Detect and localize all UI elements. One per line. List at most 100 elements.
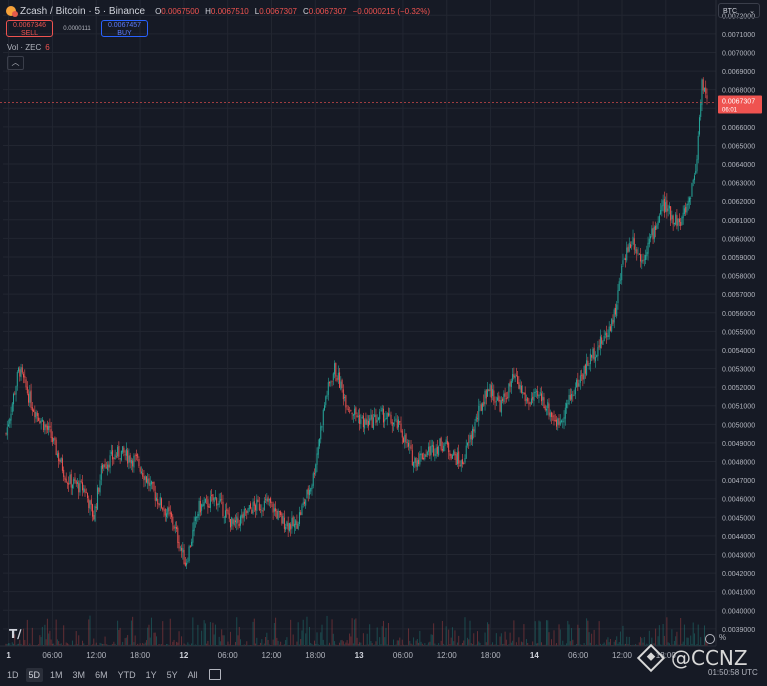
volume-bar [540,642,542,646]
volume-bar [405,644,407,646]
volume-bar [473,633,475,646]
candle-body [237,518,239,523]
timeframe-6m[interactable]: 6M [95,669,108,680]
volume-bar [238,627,240,646]
candle-body [108,464,110,468]
candle-body [103,464,105,468]
volume-bar [461,643,463,646]
candle-body [663,198,665,213]
candle-body [652,227,654,240]
candle-body [164,508,166,516]
timeframe-ytd[interactable]: YTD [117,669,136,680]
candle-body [26,386,28,394]
candle-body [594,356,596,362]
timeframe-all[interactable]: All [187,669,198,680]
candle-body [622,260,624,265]
candle-body [557,418,559,425]
candle-body [326,394,328,397]
candle-body [400,423,402,432]
candle-body [420,453,422,456]
volume-bar [153,632,155,646]
price-tick-label: 0.0053000 [722,367,755,374]
candle-body [642,260,644,262]
gear-icon[interactable] [705,634,715,644]
candle-body [305,499,307,506]
volume-bar [76,644,78,646]
volume-bar [23,628,25,646]
timeframe-1y[interactable]: 1Y [145,669,157,680]
candle-body [223,517,225,519]
volume-bar [566,643,568,646]
volume-bar [366,633,368,646]
calendar-icon[interactable] [208,669,221,680]
volume-bar [18,643,20,646]
volume-bar [248,644,250,646]
candle-body [275,508,277,512]
volume-bar [375,641,377,646]
volume-bar [554,644,556,646]
candle-body [497,397,499,401]
percent-scale-toggle[interactable]: % [719,633,727,642]
volume-bar [658,625,660,646]
timeframe-1d[interactable]: 1D [7,669,19,680]
volume-bar [456,642,458,646]
volume-bar [416,638,418,646]
candle-body [257,499,259,502]
volume-bar [26,619,28,646]
symbol-title[interactable]: Zcash / Bitcoin · 5 · Binance [20,5,146,17]
volume-bar [420,641,422,646]
volume-bar [512,640,514,646]
candle-body [63,469,65,477]
volume-bar [25,644,27,646]
candle-body [548,403,550,416]
timeframe-5d[interactable]: 5D [25,667,44,682]
candle-body [238,523,240,527]
timeframe-1m[interactable]: 1M [50,669,63,680]
candle-body [199,500,201,513]
candle-body [424,453,426,460]
volume-bar [436,644,438,646]
sell-button[interactable]: 0.0067346 SELL [6,20,53,37]
volume-bar [640,636,642,646]
candle-body [184,562,186,566]
candle-body [396,420,398,429]
candle-body [14,393,16,395]
candle-body [532,396,534,400]
candle-body [563,417,565,423]
buy-button[interactable]: 0.0067457 BUY [101,20,148,37]
timeframe-3m[interactable]: 3M [72,669,86,680]
volume-bar [138,644,140,646]
collapse-legend-button[interactable]: ︿ [7,56,24,70]
volume-bar [164,644,166,646]
volume-bar [276,637,278,646]
volume-bar [70,644,72,646]
candle-body [505,397,507,399]
candle-body [58,452,60,462]
volume-bar [544,644,546,646]
timeframe-5y[interactable]: 5Y [166,669,178,680]
volume-bar [240,639,242,646]
candle-body [398,419,400,428]
volume-bar [617,643,619,646]
volume-bar [245,644,247,646]
volume-bar [632,644,634,646]
candle-body [40,420,42,423]
volume-bar [475,644,477,646]
candle-body [226,509,228,511]
volume-bar [520,641,522,646]
candle-body [135,454,137,456]
candle-body [477,418,479,419]
volume-bar [508,644,510,646]
candle-body [253,501,255,506]
volume-bar [453,641,455,646]
candle-body [163,510,165,511]
candle-body [446,441,448,445]
currency-selector[interactable]: BTC ⌄ [718,3,760,18]
time-tick-label: 12:00 [612,651,633,660]
tradingview-logo-icon[interactable]: T∕ [9,627,22,641]
candle-body [403,437,405,443]
candle-body [196,516,198,518]
price-tick-label: 0.0045000 [722,515,755,522]
candle-body [130,459,132,464]
